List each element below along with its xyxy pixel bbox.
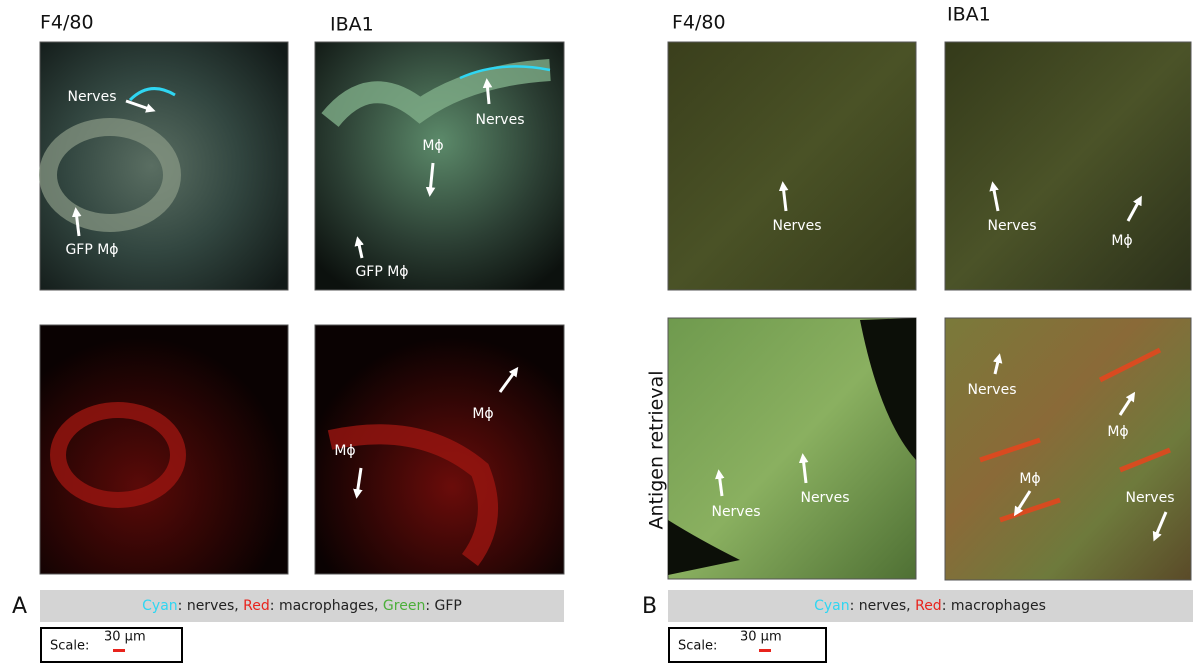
- annotation: Nerves: [967, 382, 1016, 398]
- annotation: Mϕ: [334, 443, 355, 459]
- annotation: Nerves: [475, 112, 524, 128]
- legend-segment: : nerves,: [178, 598, 244, 614]
- annotation: Nerves: [67, 89, 116, 105]
- annotation: Nerves: [1125, 490, 1174, 506]
- legend-text: Cyan: nerves, Red: macrophages, Green: G…: [142, 598, 462, 614]
- legend-segment: Red: [243, 598, 270, 614]
- legend-segment: Red: [915, 598, 942, 614]
- scale-value: 30 μm: [740, 630, 782, 645]
- annotation: GFP Mϕ: [355, 264, 408, 280]
- annotation: Nerves: [987, 218, 1036, 234]
- micrograph: [945, 42, 1191, 290]
- micrograph: [40, 325, 288, 574]
- column-header: F4/80: [40, 12, 94, 34]
- annotation: Mϕ: [422, 138, 443, 154]
- column-header: IBA1: [947, 4, 991, 26]
- annotation: Mϕ: [1107, 424, 1128, 440]
- panel-label: A: [12, 594, 27, 619]
- annotation: Mϕ: [1111, 233, 1132, 249]
- legend-segment: : GFP: [425, 598, 462, 614]
- annotation: Nerves: [711, 504, 760, 520]
- column-header: IBA1: [330, 14, 374, 36]
- annotation: Mϕ: [1019, 471, 1040, 487]
- micrograph: [668, 42, 916, 290]
- scale-label: Scale:: [50, 639, 89, 654]
- micrograph: [945, 318, 1191, 580]
- column-header: F4/80: [672, 12, 726, 34]
- legend-segment: Green: [383, 598, 425, 614]
- row-label: Antigen retrieval: [646, 370, 668, 529]
- arrow: [487, 82, 489, 104]
- annotation: GFP Mϕ: [65, 242, 118, 258]
- legend-text: Cyan: nerves, Red: macrophages: [814, 598, 1046, 614]
- legend-segment: : nerves,: [850, 598, 916, 614]
- panel-label: B: [642, 594, 657, 619]
- scale-bar: [759, 649, 771, 652]
- legend-segment: : macrophages,: [270, 598, 383, 614]
- page: Microscopy figure {"panels": [ {"label":…: [0, 0, 1193, 664]
- legend-segment: : macrophages: [942, 598, 1046, 614]
- annotation: Nerves: [772, 218, 821, 234]
- scale-value: 30 μm: [104, 630, 146, 645]
- annotation: Nerves: [800, 490, 849, 506]
- annotation: Mϕ: [472, 406, 493, 422]
- body: F4/80 IBA1 Nerves GFP Mϕ Nerves Mϕ GFP M…: [0, 0, 1193, 664]
- legend-segment: Cyan: [814, 598, 850, 614]
- scale-label: Scale:: [678, 639, 717, 654]
- legend-segment: Cyan: [142, 598, 178, 614]
- figure: F4/80 IBA1 Nerves GFP Mϕ Nerves Mϕ GFP M…: [0, 0, 1193, 664]
- scale-bar: [113, 649, 125, 652]
